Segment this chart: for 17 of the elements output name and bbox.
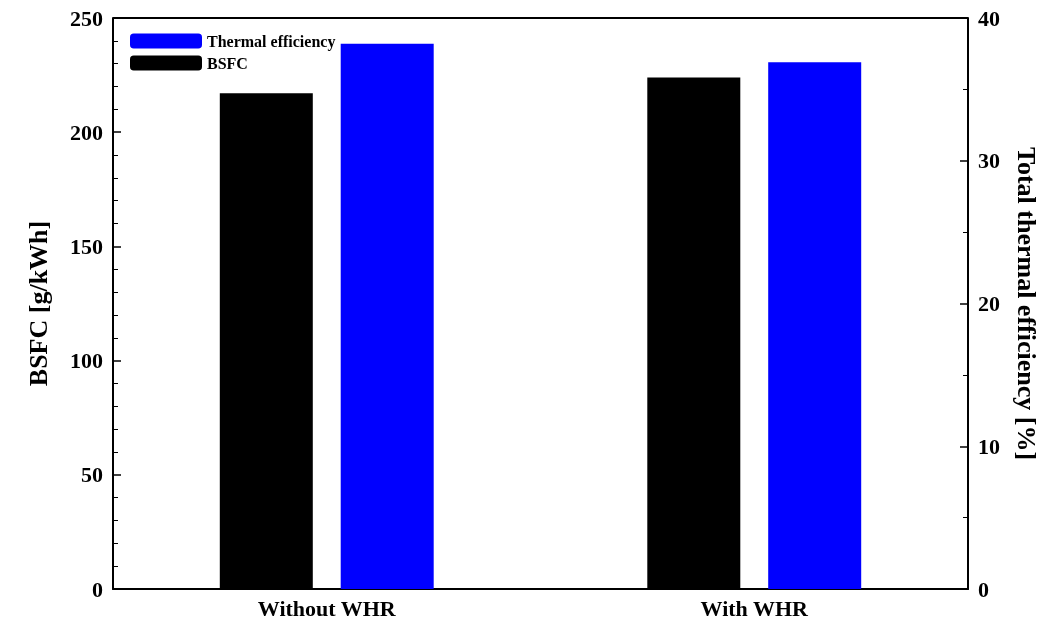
- y2-tick-label: 0: [978, 576, 989, 602]
- y2-tick-label: 40: [978, 5, 1000, 31]
- x-tick-label: Without WHR: [257, 595, 397, 621]
- y2-axis-title: Total thermal efficiency [%]: [1011, 146, 1041, 461]
- y-tick-label: 200: [70, 119, 103, 145]
- legend-label: Thermal efficiency: [207, 32, 336, 51]
- y2-tick-label: 20: [978, 291, 1000, 316]
- y-tick-label: 250: [70, 5, 103, 31]
- legend-label: BSFC: [207, 54, 248, 72]
- y-axis-title: BSFC [g/kWh]: [23, 220, 53, 387]
- y2-tick-label: 30: [978, 148, 1000, 174]
- y2-tick-label: 10: [978, 433, 1000, 459]
- y-tick-label: 100: [70, 348, 103, 374]
- y-tick-label: 50: [81, 462, 103, 488]
- y-tick-label: 0: [92, 576, 103, 602]
- x-tick-label: With WHR: [700, 595, 810, 621]
- y-tick-label: 150: [70, 233, 103, 259]
